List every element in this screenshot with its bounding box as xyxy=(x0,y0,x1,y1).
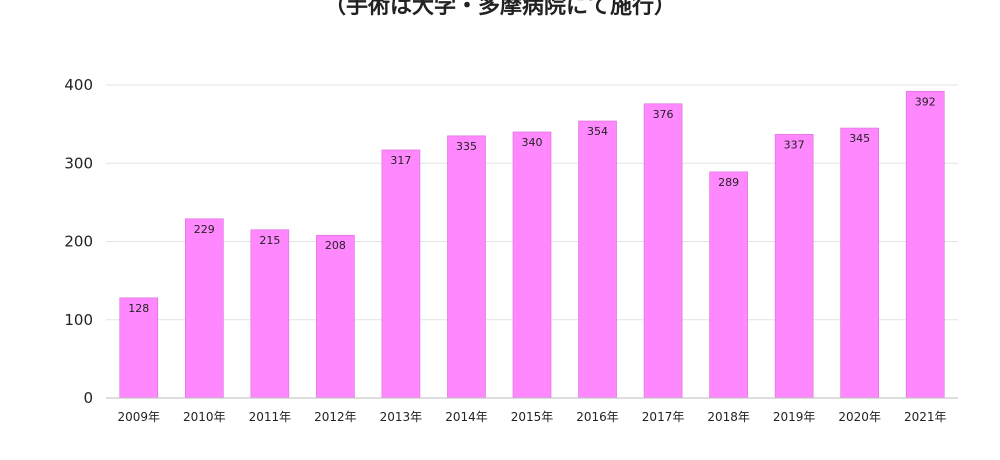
x-tick-label: 2012年 xyxy=(314,410,357,424)
x-tick-label: 2011年 xyxy=(249,410,292,424)
chart-title: （手術は大学・多摩病院にて施行） xyxy=(323,0,676,19)
y-tick-label: 100 xyxy=(64,311,93,329)
data-label: 215 xyxy=(259,234,280,247)
bar xyxy=(381,149,421,399)
data-label: 376 xyxy=(653,108,674,121)
x-tick-label: 2016年 xyxy=(576,410,619,424)
x-tick-label: 2018年 xyxy=(707,410,750,424)
bar xyxy=(185,218,224,399)
y-tick-label: 0 xyxy=(83,389,93,407)
bar xyxy=(316,234,355,399)
bar xyxy=(578,120,617,399)
x-tick-label: 2010年 xyxy=(183,410,226,424)
y-tick-label: 200 xyxy=(64,233,93,251)
x-tick-label: 2009年 xyxy=(117,410,160,424)
y-axis-ticks: 0 100 200 300 400 xyxy=(64,76,93,407)
bar xyxy=(250,229,290,399)
data-label: 345 xyxy=(849,132,870,145)
bar xyxy=(774,133,814,399)
y-tick-label: 400 xyxy=(64,76,93,94)
data-label: 317 xyxy=(390,154,411,167)
data-label: 337 xyxy=(784,138,805,151)
x-tick-label: 2015年 xyxy=(511,410,554,424)
data-label: 208 xyxy=(325,239,346,252)
bar xyxy=(840,127,879,399)
bar xyxy=(119,297,159,399)
data-label: 289 xyxy=(718,176,739,189)
bar xyxy=(905,90,945,399)
y-tick-label: 300 xyxy=(64,154,93,172)
data-labels: 128 229 215 208 317 335 340 354 376 289 337 345 392 xyxy=(128,95,935,315)
bar xyxy=(512,131,552,399)
bar xyxy=(643,103,683,399)
data-label: 354 xyxy=(587,125,608,138)
x-tick-label: 2013年 xyxy=(380,410,423,424)
x-tick-label: 2017年 xyxy=(642,410,685,424)
x-tick-label: 2014年 xyxy=(445,410,488,424)
x-tick-label: 2020年 xyxy=(838,410,881,424)
bar xyxy=(709,171,748,399)
data-label: 335 xyxy=(456,140,477,153)
data-label: 340 xyxy=(522,136,543,149)
x-axis-ticks: 2009年 2010年 2011年 2012年 2013年 2014年 2015年 2016年… xyxy=(117,410,946,424)
data-label: 128 xyxy=(128,302,149,315)
data-label: 229 xyxy=(194,223,215,236)
x-tick-label: 2021年 xyxy=(904,410,947,424)
x-tick-label: 2019年 xyxy=(773,410,816,424)
data-label: 392 xyxy=(915,95,936,108)
bars xyxy=(119,90,945,399)
bar xyxy=(447,135,486,399)
